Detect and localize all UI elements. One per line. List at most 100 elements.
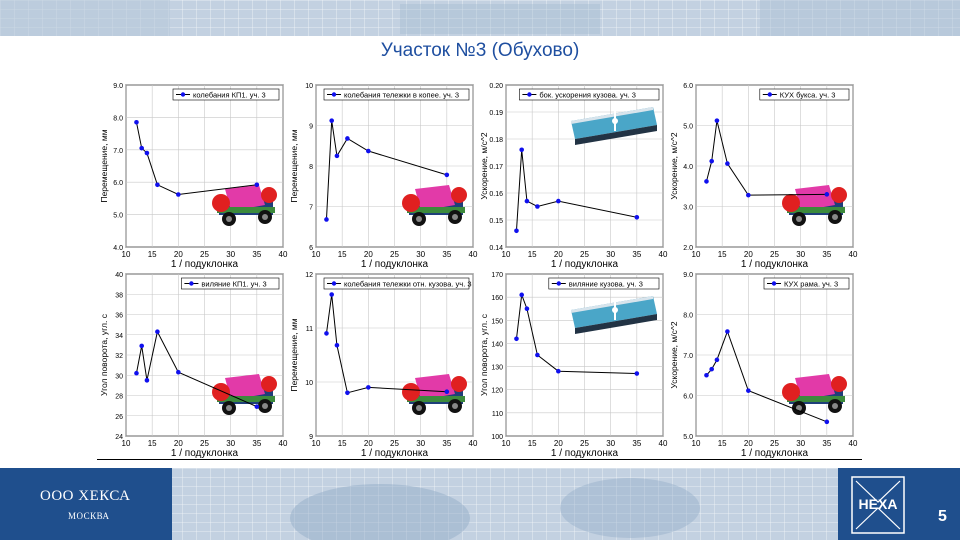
data-point [366,148,371,154]
chart-5: 10 15 20 25 30 35 40 24 26 28 30 32 34 36 38 40 1 / поду… [97,266,288,459]
data-point [334,153,340,159]
y-tick-label: 6 [309,245,313,252]
x-tick-label: 10 [312,250,321,259]
y-tick-label: 34 [115,333,123,340]
company-name: ООО ХЕКСА [40,488,131,504]
y-tick-label: 28 [115,394,123,401]
x-tick-label: 15 [528,250,537,259]
y-axis-label: Ускорение, м/с^2 [669,132,679,199]
mesh-pattern-top [0,0,960,36]
y-tick-label: 5.0 [683,434,693,441]
hexa-logo: HEXA [851,476,905,534]
x-tick-label: 15 [148,250,157,259]
y-tick-label: 4.0 [113,245,123,252]
x-tick-label: 40 [659,250,668,259]
chart-8: 10 15 20 25 30 35 40 5.0 6.0 7.0 8.0 9.0 1 / подукло… [667,266,858,459]
x-axis-label: 1 / подуклонка [741,448,809,459]
data-point [725,329,730,334]
y-tick-label: 5.0 [113,213,123,220]
x-tick-label: 25 [200,250,209,259]
logo-text: HEXA [859,496,898,512]
data-point [144,150,150,156]
chart-svg: 10 15 20 25 30 35 40 24 26 28 30 32 34 36 38 40 1 / поду… [99,272,288,459]
y-tick-label: 0.14 [489,245,503,252]
data-point [134,119,139,125]
x-tick-label: 35 [252,250,261,259]
data-point [345,136,350,141]
data-point [254,404,260,409]
x-tick-label: 25 [770,439,779,448]
x-axis-label: 1 / подуклонка [551,448,619,459]
x-tick-label: 25 [580,439,589,448]
divider-line [97,459,862,460]
x-tick-label: 40 [469,439,478,448]
data-point [444,389,450,395]
legend-label: виляние кузова. уч. 3 [569,280,643,289]
series-line [705,120,827,196]
y-tick-label: 9 [309,124,313,131]
x-tick-label: 10 [502,439,511,448]
x-tick-label: 35 [252,439,261,448]
x-tick-label: 20 [174,439,183,448]
data-point [824,192,830,197]
bogie-illustration [782,374,847,415]
legend: колебания тележки в копее. уч. 3 [323,88,470,101]
data-point [634,371,640,376]
chart-svg: 10 15 20 25 30 35 40 0.14 0.15 0.16 0.17 0.18 0.19 0.… [479,83,668,270]
y-tick-label: 2.0 [683,245,693,252]
data-point [366,385,371,390]
data-point [176,369,181,375]
x-axis-label: 1 / подуклонка [551,259,619,270]
data-point [139,145,144,151]
x-tick-label: 40 [659,439,668,448]
chart-svg: 10 15 20 25 30 35 40 100 110 120 130 140 150 160 170 1 … [479,272,668,459]
legend-label: виляние КП1. уч. 3 [201,280,266,289]
x-axis-label: 1 / подуклонка [741,259,809,270]
y-tick-label: 100 [491,434,503,441]
y-axis-label: Угол поворота, угл. с [479,313,489,396]
x-tick-label: 30 [606,250,615,259]
data-point [714,357,720,363]
data-point [345,390,350,396]
x-tick-label: 15 [148,439,157,448]
x-tick-label: 35 [822,439,831,448]
x-tick-label: 10 [122,250,131,259]
data-point [709,366,714,372]
bogie-illustration [782,185,847,226]
y-tick-label: 7 [309,205,313,212]
data-point [725,161,730,166]
x-tick-label: 25 [390,250,399,259]
y-tick-label: 7.0 [683,353,693,360]
x-tick-label: 30 [226,250,235,259]
header-background [0,0,960,36]
legend: бок. ускорения кузова. уч. 3 [519,88,660,101]
y-tick-label: 10 [305,380,313,387]
data-point [155,329,160,335]
y-tick-label: 160 [491,295,503,302]
x-tick-label: 10 [502,250,511,259]
y-tick-label: 32 [115,353,123,360]
x-tick-label: 35 [442,439,451,448]
y-tick-label: 0.19 [489,110,503,117]
data-point [524,306,530,312]
data-point [556,198,561,204]
chart-svg: 10 15 20 25 30 35 40 5.0 6.0 7.0 8.0 9.0 1 / подукло… [669,272,858,459]
series-line [515,149,637,231]
x-tick-label: 20 [554,439,563,448]
data-point [329,118,334,123]
data-point [519,292,524,298]
y-tick-label: 9.0 [683,272,693,279]
legend-label: колебания тележки отн. кузова. уч. 3 [344,280,472,289]
bogie-illustration [402,185,467,226]
y-tick-label: 38 [115,292,123,299]
data-point [155,182,160,188]
data-point [514,336,519,342]
x-tick-label: 40 [279,439,288,448]
data-point [704,179,709,184]
data-point [139,343,144,349]
company-city: МОСКВА [68,511,110,521]
y-tick-label: 9.0 [113,83,123,90]
x-axis-label: 1 / подуклонка [171,259,239,270]
y-tick-label: 40 [115,272,123,279]
legend-label: колебания КП1. уч. 3 [193,91,266,100]
